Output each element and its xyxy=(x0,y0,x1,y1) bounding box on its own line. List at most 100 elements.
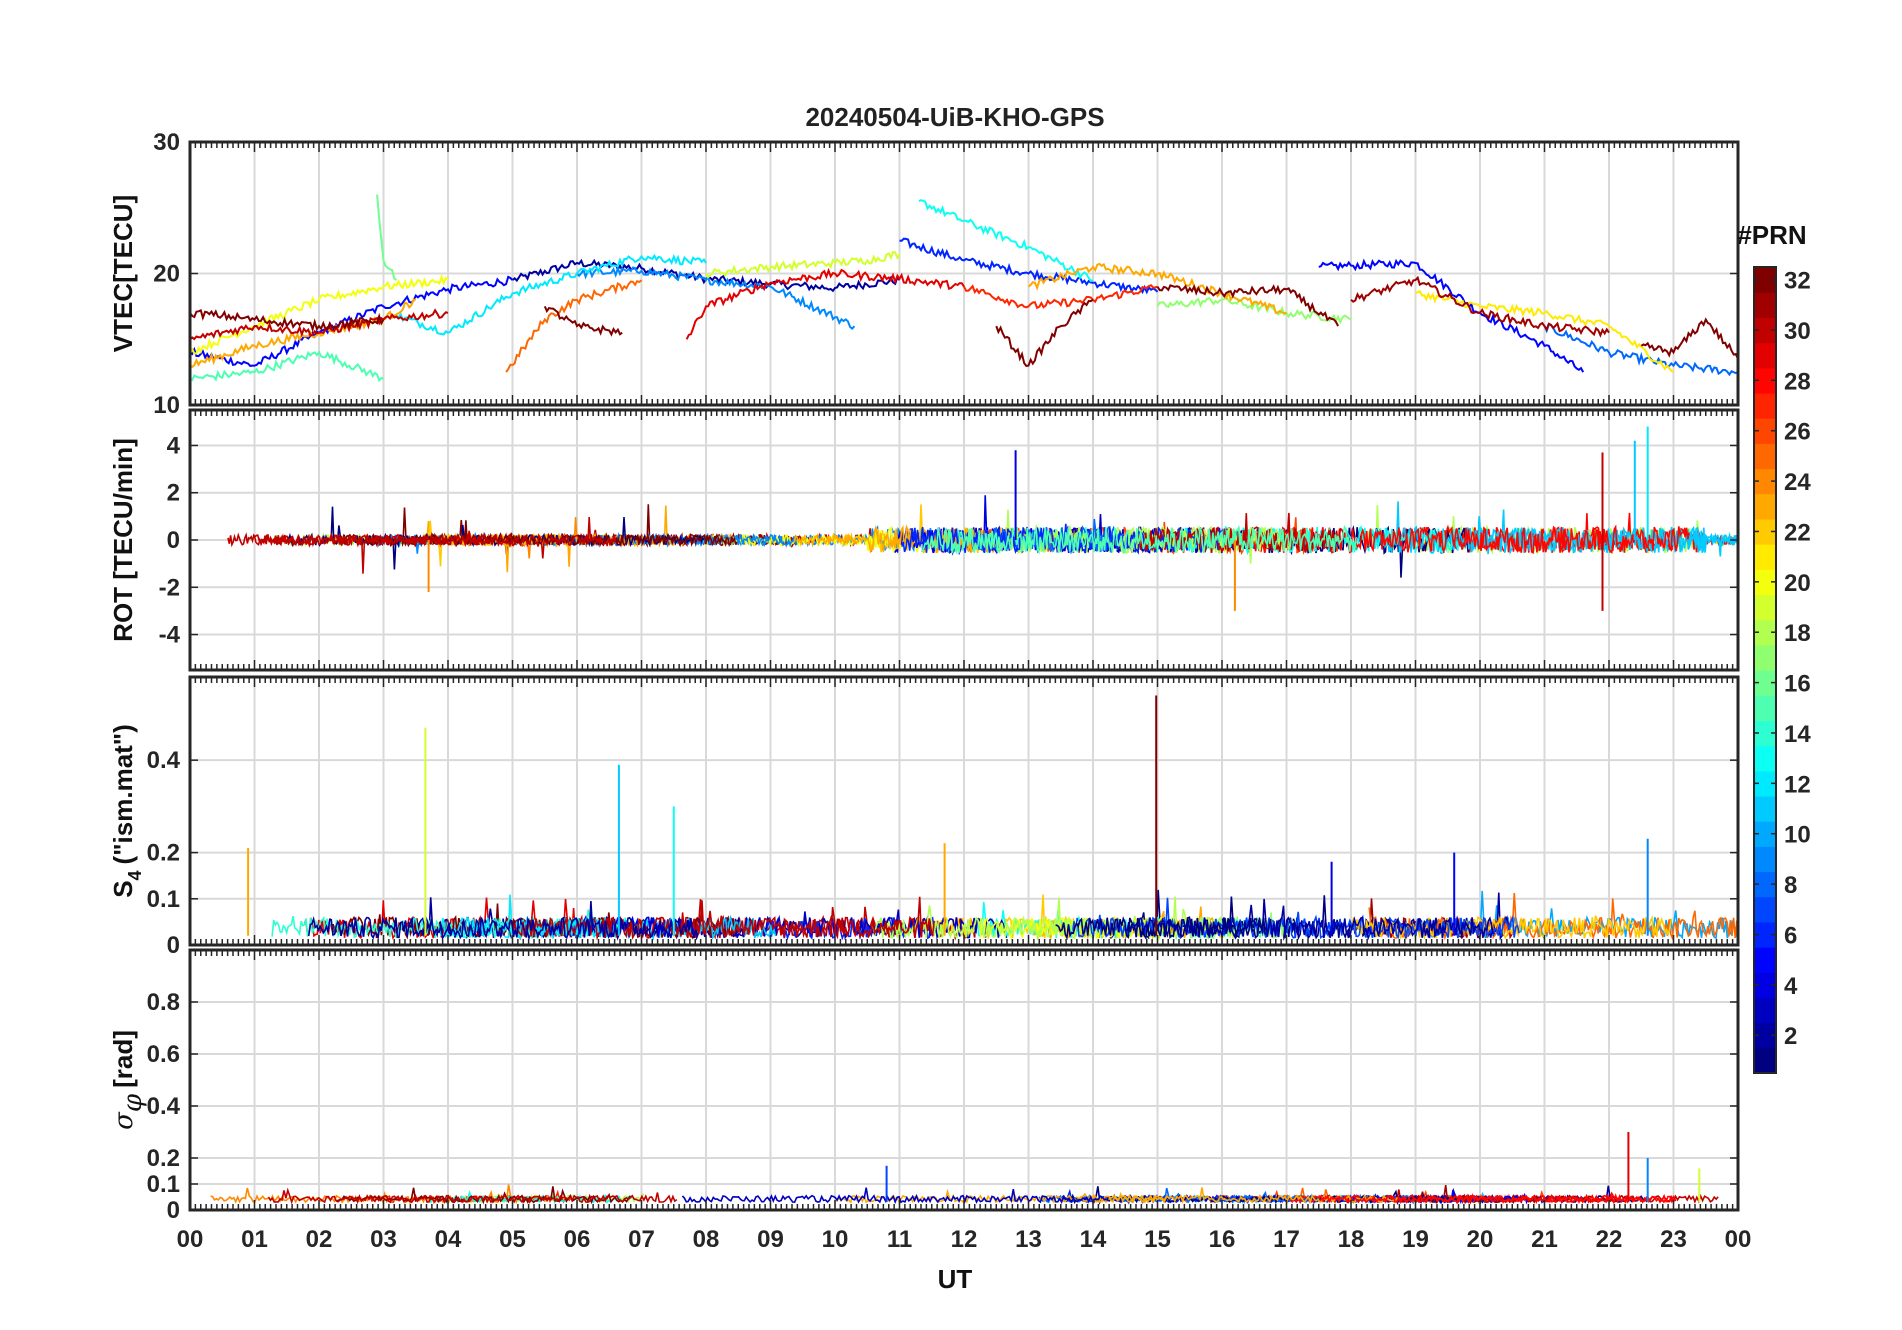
x-ticks-vtec xyxy=(189,142,1739,405)
x-tick-label: 00 xyxy=(177,1226,204,1253)
vtec-series-prn-20 xyxy=(190,273,449,355)
y-tick-label-s4: 0 xyxy=(167,932,180,959)
series-vtec xyxy=(190,194,1738,383)
vtec-series-prn-8 xyxy=(1543,323,1738,377)
x-tick-label: 14 xyxy=(1080,1226,1107,1253)
rot-trace xyxy=(227,517,618,559)
rot-trace xyxy=(920,524,1357,555)
sigphi-trace xyxy=(681,1187,1111,1205)
s4-trace xyxy=(1350,915,1673,940)
vtec-series-prn-32 xyxy=(1640,317,1738,360)
colorbar-swatch xyxy=(1754,367,1776,394)
grid-sigphi xyxy=(189,950,1739,1211)
x-tick-label: 19 xyxy=(1402,1226,1429,1253)
colorbar-swatch xyxy=(1754,518,1776,545)
y-tick-label-sigphi: 0.4 xyxy=(147,1093,181,1120)
colorbar-swatch xyxy=(1754,493,1776,520)
s4-trace xyxy=(307,900,699,941)
vtec-series-prn-23 xyxy=(1027,262,1287,315)
y-tick-label-sigphi: 0.1 xyxy=(147,1171,180,1198)
colorbar-swatch xyxy=(1754,947,1776,973)
colorbar-tick-label: 22 xyxy=(1784,519,1811,546)
x-tick-label: 05 xyxy=(499,1226,526,1253)
vtec-series-prn-25 xyxy=(505,279,643,373)
sigphi-trace xyxy=(1319,1193,1677,1205)
x-tick-label: 04 xyxy=(435,1226,462,1253)
colorbar-tick-label: 10 xyxy=(1784,822,1811,849)
s4-trace xyxy=(510,896,935,941)
colorbar-tick-label: 2 xyxy=(1784,1023,1797,1050)
s4-trace xyxy=(1126,898,1494,940)
colorbar-swatch xyxy=(1754,569,1776,596)
vtec-series-prn-5 xyxy=(1318,258,1585,373)
vtec-series-prn-21 xyxy=(1415,289,1675,373)
colorbar-swatch xyxy=(1754,644,1776,671)
x-tick-label: 17 xyxy=(1273,1226,1300,1253)
colorbar-swatch xyxy=(1754,267,1776,293)
x-tick-label: 03 xyxy=(370,1226,397,1253)
y-tick-label-rot: 2 xyxy=(167,480,180,507)
colorbar-swatch xyxy=(1754,342,1776,369)
panel-sigphi: 00.10.2 0.4 0.6 0.8 σφ[rad] xyxy=(108,948,1740,1224)
y-tick-label-sigphi: 0.2 xyxy=(147,1145,180,1172)
y-tick-label-s4: 0.4 xyxy=(147,747,181,774)
vtec-series-prn-19 xyxy=(705,250,901,279)
vtec-series-prn-12 xyxy=(395,253,707,336)
y-tick-label-sigphi: 0.8 xyxy=(147,989,180,1016)
vtec-series-prn-6 xyxy=(899,237,1159,295)
s4-trace xyxy=(1055,896,1266,941)
colorbar-swatch xyxy=(1754,770,1776,797)
x-tick-label: 22 xyxy=(1596,1226,1623,1253)
x-tick-label: 13 xyxy=(1015,1226,1042,1253)
colorbar-swatch xyxy=(1754,821,1776,847)
x-tick-label: 06 xyxy=(564,1226,591,1253)
colorbar-swatch xyxy=(1754,670,1776,696)
y-tick-label-vtec: 30 xyxy=(153,129,180,156)
y-tick-label-s4: 0.2 xyxy=(147,840,180,867)
colorbar-tick-label: 26 xyxy=(1784,419,1811,446)
x-tick-label: 12 xyxy=(951,1226,978,1253)
vtec-series-prn-32 xyxy=(1156,284,1339,327)
x-tick-label: 02 xyxy=(306,1226,333,1253)
y-tick-label-vtec: 20 xyxy=(153,261,180,288)
x-axis-label: UT xyxy=(938,1264,973,1294)
x-tick-label: 09 xyxy=(757,1226,784,1253)
colorbar-swatch xyxy=(1754,896,1776,923)
y-tick-label-sigphi: 0.6 xyxy=(147,1041,180,1068)
colorbar-swatch xyxy=(1754,317,1776,344)
y-axis-label-s4: S4("ism.mat") xyxy=(108,724,145,898)
colorbar-tick-label: 32 xyxy=(1784,268,1811,295)
colorbar-swatch xyxy=(1754,594,1776,621)
colorbar-swatch xyxy=(1754,418,1776,444)
x-ticks-sigphi xyxy=(189,950,1739,1210)
x-tick-label: 21 xyxy=(1531,1226,1558,1253)
vtec-series-prn-30 xyxy=(190,308,449,341)
colorbar-tick-label: 6 xyxy=(1784,922,1797,949)
sigphi-trace xyxy=(267,1187,678,1205)
colorbar-swatch xyxy=(1754,871,1776,898)
colorbar-swatch xyxy=(1754,443,1776,470)
colorbar-tick-label: 20 xyxy=(1784,570,1811,597)
x-tick-label: 23 xyxy=(1660,1226,1687,1253)
y-tick-label-rot: -2 xyxy=(159,574,180,601)
series-sigphi xyxy=(210,1132,1719,1206)
y-tick-label-rot: -4 xyxy=(159,622,181,649)
colorbar-swatch xyxy=(1754,292,1776,318)
colorbar-tick-label: 30 xyxy=(1784,318,1811,345)
y-axis-label-rot: ROT [TECU/min] xyxy=(108,438,138,642)
y-tick-label-vtec: 10 xyxy=(153,392,180,419)
grid-vtec xyxy=(189,141,1739,406)
colorbar-tick-label: 18 xyxy=(1784,620,1811,647)
panel-vtec: 10 20 30 VTEC[TECU] xyxy=(108,129,1740,419)
colorbar-swatch xyxy=(1754,392,1776,419)
series-rot xyxy=(227,426,1738,611)
colorbar-swatch xyxy=(1754,1047,1776,1074)
colorbar-tick-label: 12 xyxy=(1784,771,1811,798)
vtec-series-prn-29 xyxy=(685,267,965,340)
vtec-series-prn-9 xyxy=(576,265,856,330)
x-tick-label: 01 xyxy=(241,1226,268,1253)
vtec-series-prn-27 xyxy=(963,284,1158,310)
colorbar-tick-label: 24 xyxy=(1784,469,1811,496)
x-tick-label: 15 xyxy=(1144,1226,1171,1253)
